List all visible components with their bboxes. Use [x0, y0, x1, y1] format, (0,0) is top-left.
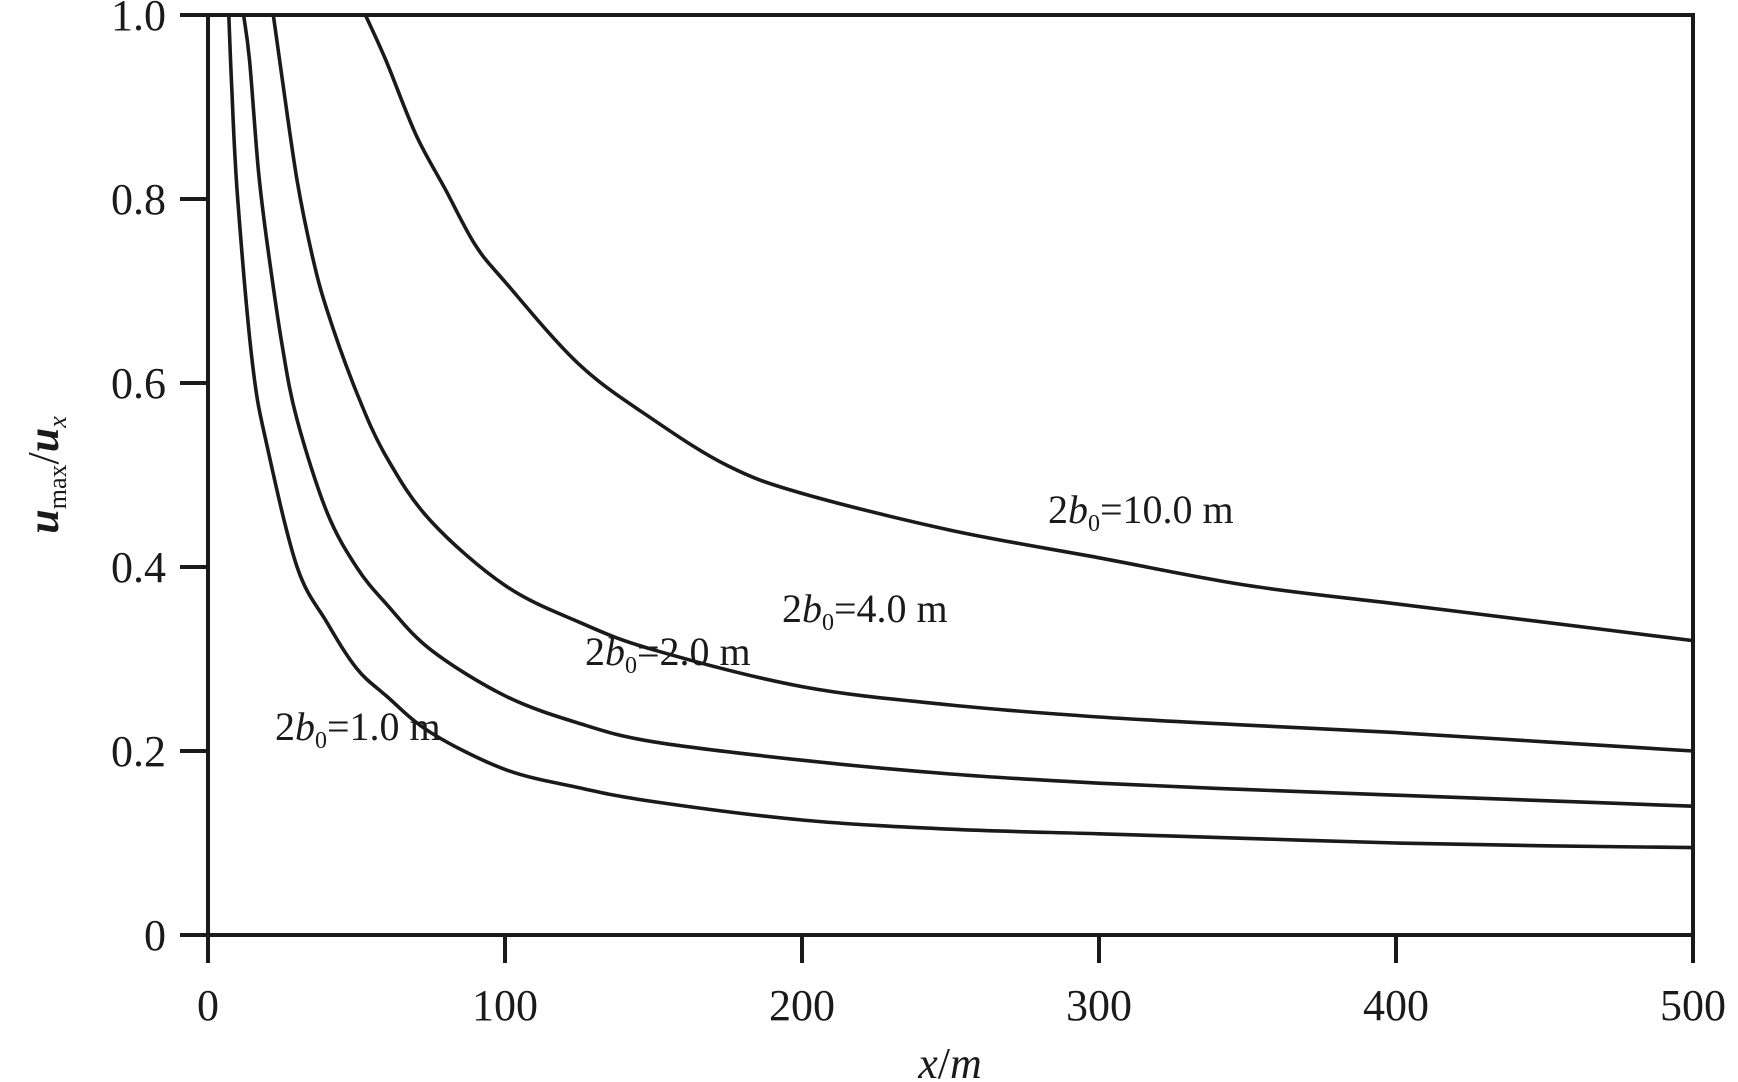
plot-frame [206, 13, 1695, 937]
y-tick-label: 0.4 [111, 543, 166, 592]
y-tick-label: 0.6 [111, 359, 166, 408]
curve-2b0-1m [227, 14, 1694, 850]
curve-2b0-2m [241, 14, 1694, 808]
y-axis: 0 0.2 0.4 0.6 0.8 1.0 [111, 0, 208, 960]
x-tick-label: 0 [197, 981, 219, 1030]
curve-labels-group: 2b0=1.0 m 2b0=2.0 m 2b0=4.0 m 2b0=10.0 m [275, 487, 1234, 754]
x-tick-label: 400 [1363, 981, 1429, 1030]
x-tick-label: 500 [1660, 981, 1726, 1030]
curves-group [227, 14, 1694, 850]
curve-label: 2b0=10.0 m [1048, 487, 1234, 537]
curve-2b0-4m [271, 14, 1694, 753]
y-axis-title: umax/ux [19, 416, 72, 534]
y-tick-label: 0 [144, 911, 166, 960]
x-axis-title: x/m [917, 1039, 982, 1082]
curve-label: 2b0=2.0 m [585, 629, 751, 679]
x-axis: 0 100 200 300 400 500 [197, 935, 1726, 1030]
curve-label: 2b0=1.0 m [275, 704, 441, 754]
curve-label: 2b0=4.0 m [782, 586, 948, 636]
y-tick-label: 1.0 [111, 0, 166, 40]
y-tick-label: 0.2 [111, 727, 166, 776]
y-tick-label: 0.8 [111, 175, 166, 224]
x-tick-label: 300 [1066, 981, 1132, 1030]
x-tick-label: 100 [472, 981, 538, 1030]
curve-2b0-10m [363, 14, 1694, 643]
x-tick-label: 200 [769, 981, 835, 1030]
